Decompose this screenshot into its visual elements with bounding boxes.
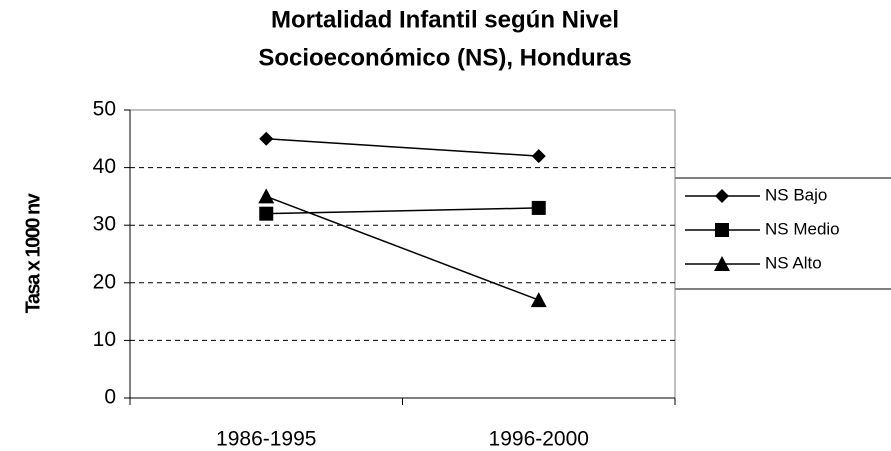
marker <box>531 200 546 215</box>
series-line <box>266 207 539 215</box>
y-tick-label: 40 <box>93 155 116 178</box>
x-tick-label: 1986-1995 <box>216 428 316 451</box>
chart-title: Mortalidad Infantil según Nivel <box>271 6 619 33</box>
marker <box>259 131 274 146</box>
marker <box>258 188 275 204</box>
legend-label: NS Alto <box>765 253 822 272</box>
series-line <box>266 138 539 157</box>
chart-title: Socioeconómico (NS), Honduras <box>258 44 631 71</box>
y-tick-label: 20 <box>93 270 116 293</box>
y-axis-label: Tasa x 1000 nv <box>22 192 44 313</box>
legend-label: NS Medio <box>765 219 840 238</box>
y-tick-label: 10 <box>93 328 116 351</box>
legend-label: NS Bajo <box>765 185 827 204</box>
y-tick-label: 50 <box>93 98 116 121</box>
legend-marker <box>715 223 729 237</box>
legend-marker <box>714 256 730 271</box>
marker <box>530 292 547 308</box>
marker <box>259 206 274 221</box>
marker <box>531 149 546 164</box>
legend-marker <box>715 189 729 203</box>
y-tick-label: 0 <box>104 386 116 409</box>
x-tick-label: 1996-2000 <box>489 428 589 451</box>
series-line <box>265 195 540 301</box>
plot-frame <box>129 109 676 399</box>
y-tick-label: 30 <box>93 213 116 236</box>
